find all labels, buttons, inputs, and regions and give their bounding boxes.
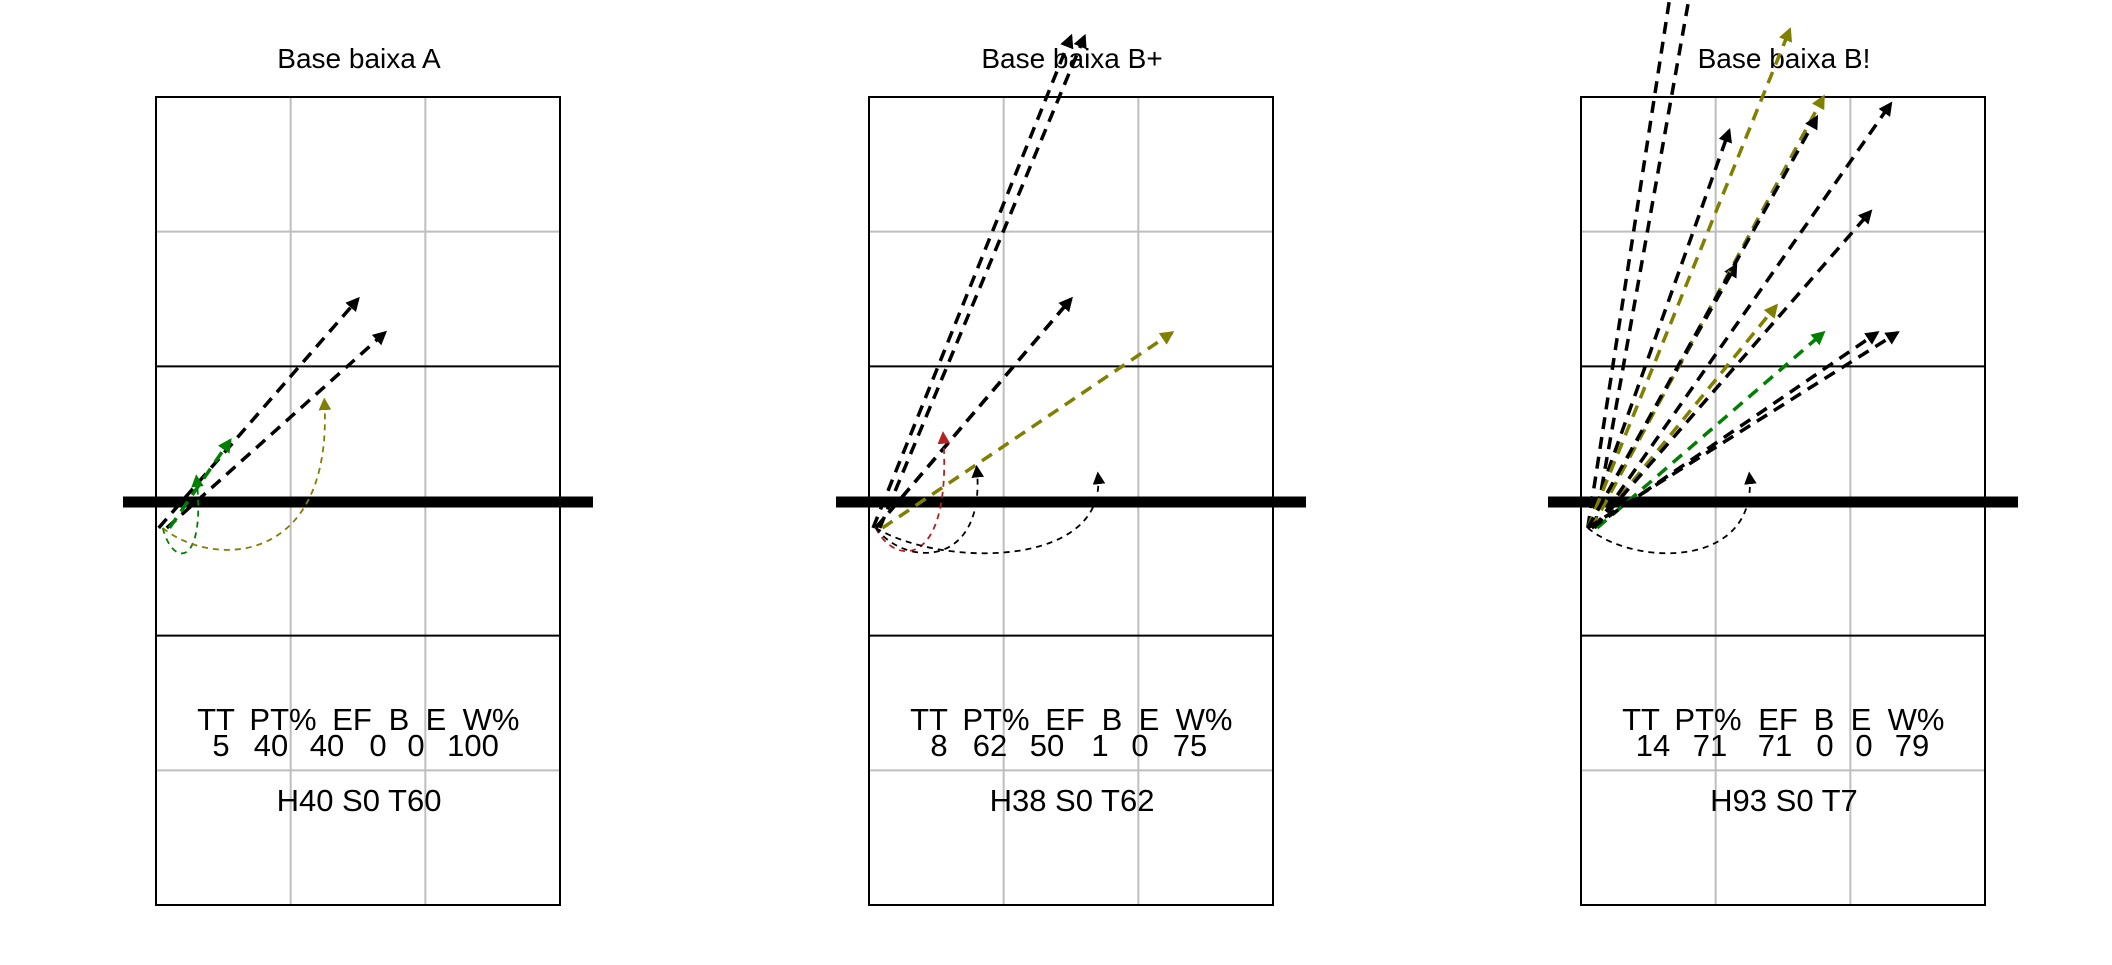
panel-2-arrow-1 [1592, 0, 1691, 529]
panel-1-arrow-1 [874, 296, 1073, 530]
panel-a: Base baixa A TT PT% EF B E W% 5 40 40 0 … [123, 43, 593, 906]
panel-b-plus-stats: TT PT% EF B E W% 8 62 50 1 0 75 H38 S0 T… [910, 702, 1232, 818]
panel-b-plus-footer: H38 S0 T62 [990, 783, 1155, 818]
panel-a-title: Base baixa A [277, 43, 441, 74]
panel-b-plus-title: Base baixa B+ [981, 43, 1162, 74]
panel-b-plus-arrows [871, 33, 1175, 555]
panel-b-excl-stat-value-tt: 14 [1636, 728, 1670, 763]
panel-a-stat-value-e: 0 [407, 728, 424, 763]
panel-1-arrow-2 [871, 33, 1074, 529]
panel-b-plus-stat-value-pt: 62 [973, 728, 1007, 763]
panel-b-excl-stat-value-w: 79 [1895, 728, 1929, 763]
panel-b-excl-stat-value-pt: 71 [1693, 728, 1727, 763]
panel-b-plus-stat-value-e: 0 [1131, 728, 1148, 763]
panel-a-arrows [157, 296, 388, 555]
panel-2-arrow-10 [1596, 330, 1826, 530]
panel-b-excl-stats: TT PT% EF B E W% 14 71 71 0 0 79 H93 S0 … [1622, 702, 1944, 818]
panel-1-arrow-7 [875, 471, 1106, 555]
panel-b-plus-stat-header-tt: TT [910, 702, 948, 737]
panel-b-plus-stat-header-pt: PT% [962, 702, 1029, 737]
panel-b-plus-stat-value-tt: 8 [930, 728, 947, 763]
panel-1-arrow-4 [881, 331, 1175, 530]
panel-a-footer: H40 S0 T60 [277, 783, 442, 818]
panel-2-arrow-9 [1593, 209, 1873, 530]
panel-b-excl-stat-header-w: W% [1888, 702, 1945, 737]
panel-a-court [123, 96, 593, 906]
panel-0-arrow-2 [168, 438, 232, 529]
panel-b-plus-stat-value-b: 1 [1091, 728, 1108, 763]
panel-2-arrow-2 [1586, 128, 1732, 529]
panel-1-arrow-3 [878, 33, 1087, 529]
panel-b-excl-arrows [1586, 0, 1900, 555]
panel-b-excl-stat-header-b: B [1814, 702, 1835, 737]
panel-0-arrow-3 [161, 474, 204, 555]
panel-b-plus-stat-header-e: E [1139, 702, 1160, 737]
panel-2-arrow-7 [1586, 114, 1819, 529]
panel-0-arrow-1 [165, 330, 388, 530]
panel-b-excl-stat-value-b: 0 [1816, 728, 1833, 763]
panel-b-excl-stat-header-ef: EF [1758, 702, 1798, 737]
panel-b-plus-stat-value-w: 75 [1173, 728, 1207, 763]
panel-b-plus-stat-value-ef: 50 [1030, 728, 1064, 763]
panel-a-stat-header-tt: TT [197, 702, 235, 737]
panel-b-excl-stat-header-pt: PT% [1674, 702, 1741, 737]
panel-b-excl-stat-value-e: 0 [1855, 728, 1872, 763]
panel-b-plus-stat-header-ef: EF [1045, 702, 1085, 737]
panel-2-arrow-0 [1586, 0, 1672, 529]
panel-2-arrow-12 [1586, 331, 1900, 530]
panel-2-arrow-8 [1593, 101, 1893, 529]
panel-a-stat-value-ef: 40 [310, 728, 344, 763]
panel-a-stat-value-pt: 40 [254, 728, 288, 763]
panel-b-plus-stat-header-b: B [1102, 702, 1123, 737]
panel-a-stats: TT PT% EF B E W% 5 40 40 0 0 100 H40 S0 … [197, 702, 519, 818]
panel-b-plus-stat-header-w: W% [1176, 702, 1233, 737]
panel-a-stat-header-ef: EF [332, 702, 372, 737]
panel-2-arrow-13 [1587, 471, 1757, 555]
panel-b-excl: Base baixa B! TT PT% EF B E W% 14 71 71 … [1548, 0, 2018, 906]
panel-b-excl-stat-header-tt: TT [1622, 702, 1660, 737]
panel-b-excl-footer: H93 S0 T7 [1710, 783, 1858, 818]
panel-b-excl-stat-header-e: E [1851, 702, 1872, 737]
panel-2-arrow-4 [1586, 27, 1793, 529]
panel-a-stat-value-w: 100 [447, 728, 499, 763]
panel-2-arrow-11 [1590, 331, 1880, 530]
panel-a-stat-value-tt: 5 [212, 728, 229, 763]
panel-a-stat-header-b: B [389, 702, 410, 737]
panel-a-stat-value-b: 0 [369, 728, 386, 763]
panel-a-stat-header-w: W% [463, 702, 520, 737]
panel-b-excl-title: Base baixa B! [1698, 43, 1871, 74]
panel-0-arrow-4 [162, 397, 332, 551]
panel-a-stat-header-pt: PT% [249, 702, 316, 737]
panel-0-arrow-0 [157, 296, 360, 530]
panel-b-excl-stat-value-ef: 71 [1758, 728, 1792, 763]
panel-b-plus: Base baixa B+ TT PT% EF B E W% 8 62 50 1… [836, 33, 1306, 906]
panel-a-stat-header-e: E [426, 702, 447, 737]
